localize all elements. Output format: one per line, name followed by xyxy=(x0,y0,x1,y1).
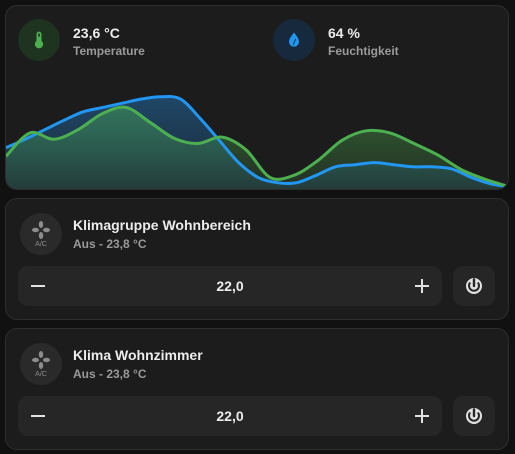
power-icon xyxy=(466,408,482,424)
hvac-mode-button[interactable] xyxy=(453,396,495,436)
climate-card-wohnbereich[interactable]: A/C Klimagruppe Wohnbereich Aus - 23,8 °… xyxy=(5,198,509,320)
climate-name: Klimagruppe Wohnbereich xyxy=(73,217,251,233)
climate-status: Aus - 23,8 °C xyxy=(73,367,147,381)
decrease-button[interactable] xyxy=(18,396,58,436)
air-conditioner-icon[interactable]: A/C xyxy=(20,213,62,255)
minus-icon xyxy=(31,285,45,287)
sensor-card[interactable]: 23,6 °C Temperature 64 % Feuchtigkeit xyxy=(5,5,509,190)
humidity-value: 64 % xyxy=(328,25,360,41)
decrease-button[interactable] xyxy=(18,266,58,306)
thermometer-icon xyxy=(18,19,60,61)
power-icon xyxy=(466,278,482,294)
target-temperature: 22,0 xyxy=(216,408,244,424)
series-line-1 xyxy=(6,95,508,189)
hvac-mode-button[interactable] xyxy=(453,266,495,306)
temperature-value: 23,6 °C xyxy=(73,25,120,41)
plus-icon xyxy=(415,409,429,423)
climate-name: Klima Wohnzimmer xyxy=(73,347,203,363)
series-area-0 xyxy=(6,107,508,189)
target-temperature: 22,0 xyxy=(216,278,244,294)
temperature-stepper[interactable]: 22,0 xyxy=(18,266,442,306)
svg-text:A/C: A/C xyxy=(35,241,47,247)
plus-icon xyxy=(415,279,429,293)
climate-card-wohnzimmer[interactable]: A/C Klima Wohnzimmer Aus - 23,8 °C 22,0 xyxy=(5,328,509,450)
temperature-stepper[interactable]: 22,0 xyxy=(18,396,442,436)
humidity-label: Feuchtigkeit xyxy=(328,44,399,58)
water-drop-icon xyxy=(273,19,315,61)
history-chart xyxy=(6,95,508,189)
air-conditioner-icon[interactable]: A/C xyxy=(20,343,62,385)
increase-button[interactable] xyxy=(402,266,442,306)
series-line-0 xyxy=(6,105,508,188)
minus-icon xyxy=(31,415,45,417)
climate-status: Aus - 23,8 °C xyxy=(73,237,147,251)
svg-text:A/C: A/C xyxy=(35,371,47,377)
temperature-label: Temperature xyxy=(73,44,145,58)
increase-button[interactable] xyxy=(402,396,442,436)
